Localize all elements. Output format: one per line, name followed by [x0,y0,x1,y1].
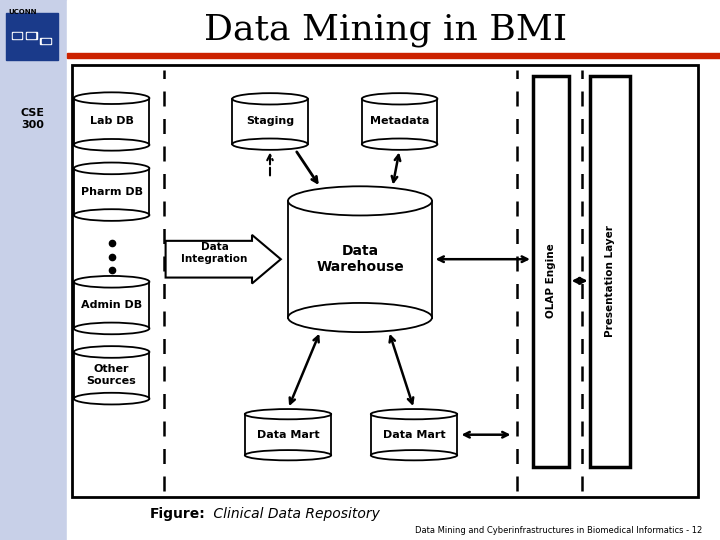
Bar [74,352,150,399]
Ellipse shape [232,93,308,105]
Bar [12,32,22,39]
Bar [74,282,150,328]
Ellipse shape [371,409,457,419]
Text: CSE
300: CSE 300 [20,108,45,130]
Text: Pharm DB: Pharm DB [81,187,143,197]
Ellipse shape [288,303,432,332]
Text: Lab DB: Lab DB [90,117,133,126]
Text: Data
Integration: Data Integration [181,242,248,264]
Bar [13,33,21,38]
Bar [245,414,331,455]
Bar [26,32,37,39]
Bar [362,99,438,144]
Text: Metadata: Metadata [370,117,429,126]
Ellipse shape [73,322,150,334]
Bar [371,414,457,455]
Bar [288,201,432,318]
Text: Admin DB: Admin DB [81,300,142,310]
Text: Data
Warehouse: Data Warehouse [316,244,404,274]
Bar [0,0,67,540]
Text: Data Mining in BMI: Data Mining in BMI [204,13,567,46]
Text: Data Mart: Data Mart [257,430,319,440]
FancyArrow shape [166,235,281,284]
Text: Figure:: Figure: [150,507,205,521]
Text: Data Mart: Data Mart [383,430,445,440]
Text: Other
Sources: Other Sources [86,364,137,386]
Bar [6,13,58,60]
Bar [74,168,150,215]
Bar [72,65,698,497]
Text: UCONN: UCONN [9,9,37,15]
Ellipse shape [73,346,150,358]
Ellipse shape [245,409,331,419]
Text: OLAP Engine: OLAP Engine [546,244,556,318]
Ellipse shape [288,186,432,215]
Ellipse shape [362,93,438,105]
Bar [533,76,569,467]
Ellipse shape [73,92,150,104]
Ellipse shape [73,163,150,174]
Ellipse shape [232,138,308,150]
Text: Clinical Data Repository: Clinical Data Repository [209,507,379,521]
Text: Staging: Staging [246,117,294,126]
Text: Data Mining and Cyberinfrastructures in Biomedical Informatics - 12: Data Mining and Cyberinfrastructures in … [415,526,702,535]
Bar [74,98,150,145]
Text: Presentation Layer: Presentation Layer [606,225,615,337]
Ellipse shape [362,138,438,150]
Bar [590,76,630,467]
Ellipse shape [245,450,331,460]
Ellipse shape [371,450,457,460]
Bar [42,39,50,43]
Ellipse shape [73,139,150,151]
Bar [67,53,720,58]
Ellipse shape [73,209,150,221]
Bar [232,99,308,144]
Ellipse shape [73,393,150,404]
Bar [27,33,35,38]
Bar [40,38,51,44]
Ellipse shape [73,276,150,288]
